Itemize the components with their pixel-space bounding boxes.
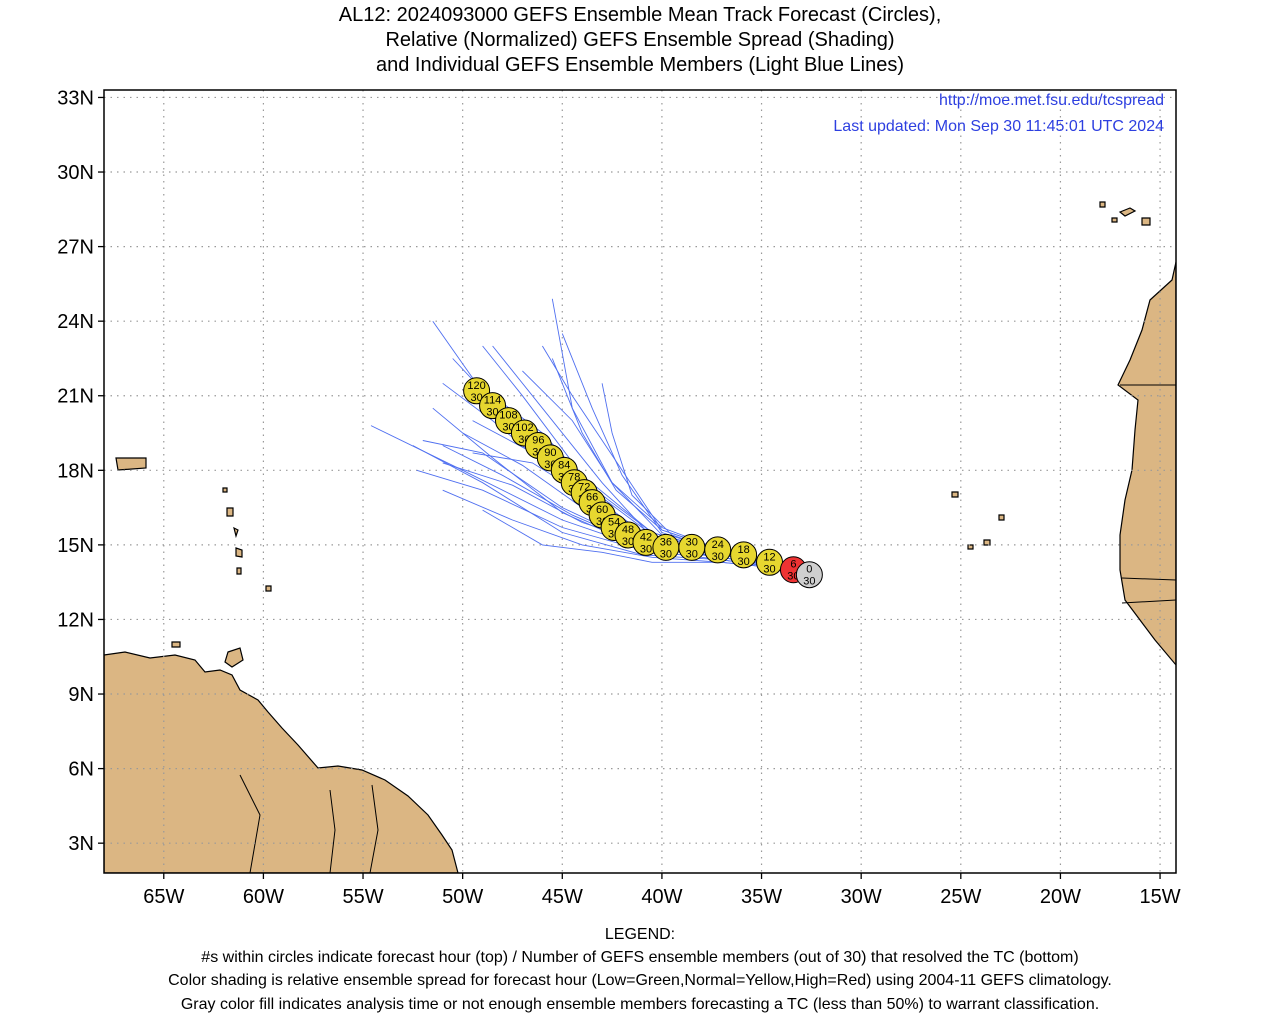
lon-tick-label: 25W [940, 886, 981, 908]
forecast-hour-label: 30 [686, 536, 698, 548]
land-puerto-rico [115, 457, 147, 471]
lat-tick-label: 15N [57, 535, 94, 557]
forecast-hour-label: 24 [712, 539, 724, 551]
member-count-label: 30 [803, 576, 815, 588]
forecast-hour-label: 18 [737, 544, 749, 556]
lat-tick-label: 30N [57, 162, 94, 184]
lon-tick-label: 60W [243, 886, 284, 908]
land-canary-islands [1099, 201, 1151, 226]
forecast-hour-label: 84 [558, 459, 570, 471]
forecast-hour-label: 102 [515, 422, 533, 434]
track-circle [704, 536, 732, 564]
lat-tick-label: 33N [57, 87, 94, 109]
forecast-hour-label: 114 [484, 395, 502, 407]
lon-tick-label: 30W [841, 886, 882, 908]
land-africa [1117, 261, 1176, 666]
title-line-1: AL12: 2024093000 GEFS Ensemble Mean Trac… [338, 4, 942, 26]
member-count-label: 30 [622, 536, 634, 548]
legend-line-1: #s within circles indicate forecast hour… [201, 949, 1079, 966]
title-line-3: and Individual GEFS Ensemble Members (Li… [375, 54, 905, 76]
lat-tick-label: 6N [68, 759, 94, 781]
member-count-label: 30 [712, 551, 724, 563]
forecast-hour-label: 42 [640, 531, 652, 543]
land-antilles [171, 487, 272, 648]
forecast-hour-label: 60 [596, 504, 608, 516]
forecast-hour-label: 6 [790, 559, 796, 571]
forecast-hour-label: 78 [568, 472, 580, 484]
mean-track-circles: 1203011430108301023096309030843078307230… [463, 377, 823, 589]
lat-tick-label: 27N [57, 237, 94, 259]
track-circle [730, 541, 758, 569]
lat-tick-label: 3N [68, 833, 94, 855]
forecast-hour-label: 90 [544, 447, 556, 459]
lon-tick-label: 20W [1040, 886, 1081, 908]
member-count-label: 30 [660, 548, 672, 560]
land-masses [104, 201, 1176, 873]
legend-heading: LEGEND: [604, 926, 676, 943]
land-trinidad [224, 647, 244, 668]
member-count-label: 30 [737, 556, 749, 568]
member-count-label: 30 [486, 407, 498, 419]
lon-tick-label: 40W [641, 886, 682, 908]
member-count-label: 30 [640, 543, 652, 555]
member-count-label: 30 [686, 548, 698, 560]
axis-ticks: 33N 30N 27N 24N 21N 18N 15N 12N 9N 6N 3N 65W 60W 55W 5… [57, 87, 1180, 908]
lon-tick-label: 35W [741, 886, 782, 908]
lat-tick-label: 18N [57, 460, 94, 482]
legend-line-2: Color shading is relative ensemble sprea… [168, 972, 1112, 989]
title-line-2: Relative (Normalized) GEFS Ensemble Spre… [385, 29, 895, 51]
track-point: 030 [795, 561, 823, 589]
forecast-hour-label: 12 [763, 551, 775, 563]
lat-tick-label: 9N [68, 684, 94, 706]
legend-line-3: Gray color fill indicates analysis time … [180, 996, 1100, 1013]
lon-tick-label: 50W [442, 886, 483, 908]
ensemble-member-tracks [370, 298, 794, 571]
lon-tick-label: 15W [1139, 886, 1180, 908]
forecast-hour-label: 96 [532, 434, 544, 446]
land-south-america [104, 651, 459, 873]
lat-tick-label: 24N [57, 311, 94, 333]
lon-tick-label: 65W [143, 886, 184, 908]
lon-tick-label: 45W [542, 886, 583, 908]
plot-frame [103, 89, 1177, 874]
forecast-hour-label: 66 [586, 492, 598, 504]
forecast-hour-label: 108 [499, 410, 517, 422]
forecast-hour-label: 120 [467, 380, 485, 392]
forecast-hour-label: 36 [660, 536, 672, 548]
source-url: http://moe.met.fsu.edu/tcspread [938, 92, 1164, 109]
lon-tick-label: 55W [342, 886, 383, 908]
last-updated: Last updated: Mon Sep 30 11:45:01 UTC 20… [833, 118, 1164, 135]
member-track-line [561, 333, 794, 571]
member-count-label: 30 [470, 392, 482, 404]
member-count-label: 30 [763, 563, 775, 575]
lat-tick-label: 12N [57, 609, 94, 631]
track-circle [795, 561, 823, 589]
lat-tick-label: 21N [57, 386, 94, 408]
land-cape-verde [951, 491, 1005, 550]
forecast-hour-label: 0 [806, 564, 812, 576]
country-borders [239, 384, 1176, 873]
forecast-hour-label: 54 [608, 516, 620, 528]
forecast-hour-label: 48 [622, 524, 634, 536]
